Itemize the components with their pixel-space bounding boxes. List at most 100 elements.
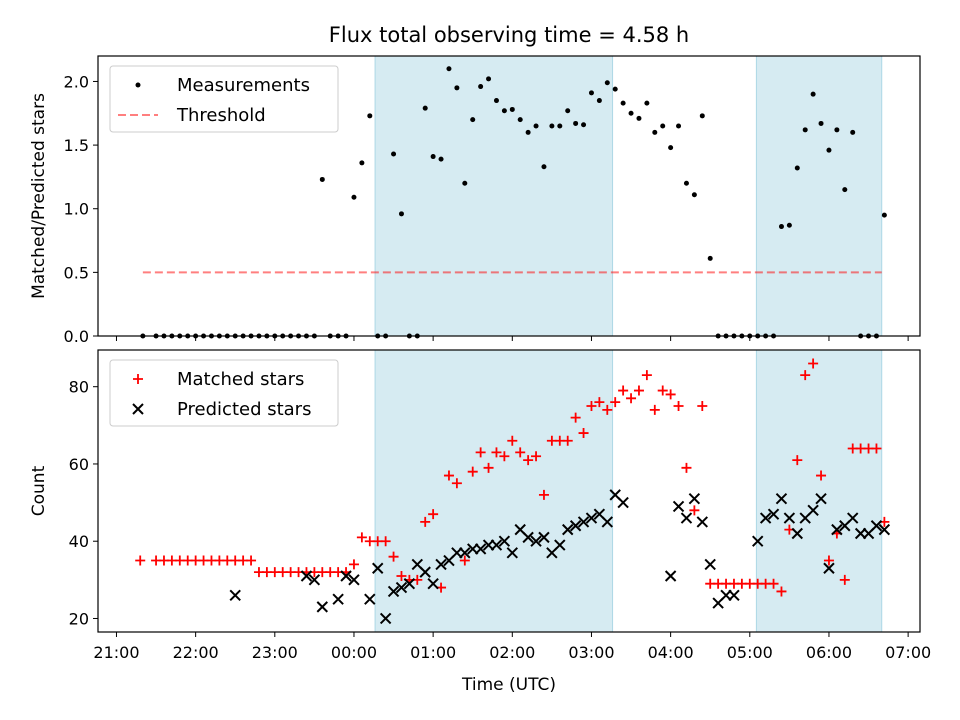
data-point xyxy=(438,156,444,162)
data-point xyxy=(525,129,531,135)
data-point xyxy=(395,581,408,594)
data-point xyxy=(881,212,887,218)
data-point xyxy=(783,512,796,524)
data-point xyxy=(428,509,439,520)
data-point xyxy=(644,100,650,106)
data-point xyxy=(135,555,146,566)
data-point xyxy=(422,105,428,111)
data-point xyxy=(633,385,644,396)
data-point xyxy=(808,358,819,369)
x-tick-label: 06:00 xyxy=(806,643,852,662)
data-point xyxy=(348,559,359,570)
data-point xyxy=(420,516,431,527)
data-point xyxy=(602,404,613,415)
data-point xyxy=(419,566,431,578)
shaded-interval-0 xyxy=(374,55,614,337)
data-point xyxy=(847,512,859,524)
data-point xyxy=(807,504,819,517)
data-point xyxy=(565,108,571,114)
data-point xyxy=(507,435,518,446)
data-point xyxy=(490,539,503,551)
data-point xyxy=(557,123,563,129)
data-point xyxy=(332,593,344,605)
data-point xyxy=(688,493,701,505)
data-point xyxy=(435,558,447,571)
data-point xyxy=(446,66,452,72)
y-axis-label: Count xyxy=(29,465,49,516)
legend-label: Predicted stars xyxy=(177,399,311,420)
data-point xyxy=(826,147,832,153)
data-point xyxy=(340,570,352,582)
data-point xyxy=(470,117,476,123)
data-point xyxy=(610,397,621,408)
data-point xyxy=(815,493,827,505)
data-point xyxy=(652,129,658,135)
y-tick-label: 40 xyxy=(69,532,89,551)
data-point xyxy=(673,401,684,412)
y-axis-label: Matched/Predicted stars xyxy=(29,93,49,299)
data-point xyxy=(585,512,598,524)
data-point xyxy=(229,589,241,602)
legend-label: Threshold xyxy=(176,105,266,126)
series-1-1 xyxy=(229,489,891,625)
data-point xyxy=(501,108,507,114)
x-tick-label: 03:00 xyxy=(568,643,614,662)
data-point xyxy=(791,527,804,540)
legend-marker xyxy=(132,403,144,415)
data-point xyxy=(427,578,439,590)
data-point xyxy=(601,516,614,528)
data-point xyxy=(530,535,542,547)
data-point xyxy=(451,478,462,489)
data-point xyxy=(509,106,515,112)
data-point xyxy=(681,462,692,473)
data-point xyxy=(459,547,471,559)
chart-title: Flux total observing time = 4.58 h xyxy=(329,23,689,47)
data-point xyxy=(486,76,492,82)
data-point xyxy=(831,523,843,536)
data-point xyxy=(443,470,454,481)
data-point xyxy=(300,570,313,582)
data-point xyxy=(878,523,891,536)
data-point xyxy=(554,539,566,551)
data-point xyxy=(707,255,713,261)
data-point xyxy=(778,224,784,230)
legend-label: Matched stars xyxy=(177,369,304,390)
data-point xyxy=(649,404,660,415)
x-tick-label: 04:00 xyxy=(648,643,694,662)
x-tick-label: 00:00 xyxy=(331,643,377,662)
data-point xyxy=(617,496,629,509)
y-tick-label: 1.0 xyxy=(64,200,89,219)
legend: Measurements Threshold xyxy=(109,65,339,133)
data-point xyxy=(752,535,764,547)
data-point xyxy=(664,570,677,582)
shaded-interval-1 xyxy=(755,55,883,337)
data-point xyxy=(626,393,637,404)
data-point xyxy=(388,551,399,562)
data-point xyxy=(794,165,800,171)
axes-frame xyxy=(97,55,921,337)
data-point xyxy=(398,211,404,217)
data-point xyxy=(823,555,834,566)
count-panel: 20 40 60 80 21:00 22:00 23:00 00:00 01:00 02:00 03… xyxy=(29,349,931,662)
data-point xyxy=(359,160,365,166)
data-point xyxy=(834,127,840,133)
data-point xyxy=(839,574,850,585)
y-tick-label: 0.0 xyxy=(64,327,89,346)
data-point xyxy=(676,123,682,129)
data-point xyxy=(816,470,827,481)
data-point xyxy=(850,129,856,135)
data-point xyxy=(689,505,700,516)
shaded-interval-1 xyxy=(755,349,883,633)
data-point xyxy=(660,123,666,129)
data-point xyxy=(538,489,549,500)
data-point xyxy=(775,493,788,505)
data-point xyxy=(483,462,494,473)
data-point xyxy=(523,455,534,466)
data-point xyxy=(454,85,460,91)
data-point xyxy=(578,428,589,439)
data-point xyxy=(364,593,376,605)
data-point xyxy=(348,574,360,586)
legend-box xyxy=(109,65,339,133)
data-point xyxy=(499,451,510,462)
